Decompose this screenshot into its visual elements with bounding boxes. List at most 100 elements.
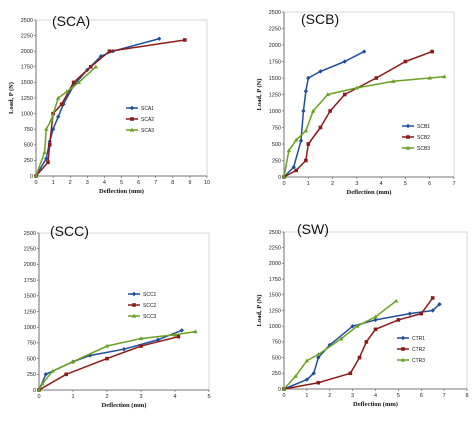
y-tick-label: 1500 (24, 294, 36, 300)
data-point (43, 372, 48, 377)
x-tick-label: 7 (154, 180, 157, 186)
y-tick-label: 1500 (269, 293, 281, 299)
data-point (44, 126, 49, 131)
data-point (304, 158, 308, 163)
legend-marker (131, 291, 137, 297)
y-tick-label: 1500 (269, 76, 281, 82)
legend-marker (406, 135, 410, 139)
legend-marker (129, 127, 135, 132)
x-tick-label: 7 (443, 393, 446, 399)
y-tick-label: 750 (24, 127, 33, 133)
x-tick-label: 1 (305, 393, 308, 399)
legend-entry: SCB3 (402, 145, 430, 152)
data-point (350, 324, 355, 329)
y-tick-label: 250 (272, 158, 281, 164)
data-point (46, 160, 50, 165)
data-point (40, 381, 45, 386)
data-point (316, 352, 321, 357)
series-line (38, 330, 196, 391)
y-tick-label: 1000 (21, 111, 33, 117)
legend-entry: SCA1 (126, 105, 154, 112)
series-scb1 (281, 49, 367, 180)
data-point (64, 89, 69, 94)
x-axis-label: Deflection (mm) (99, 188, 144, 195)
data-point (357, 355, 362, 360)
legend-label: SCB3 (417, 146, 430, 152)
y-tick-label: 2250 (269, 246, 281, 252)
y-tick-label: 2500 (21, 18, 33, 24)
data-point (139, 344, 143, 348)
y-tick-label: 1500 (21, 80, 33, 86)
data-point (76, 80, 81, 84)
legend-entry: CTR3 (397, 357, 425, 364)
data-point (138, 336, 144, 341)
data-point (64, 372, 68, 377)
x-tick-label: 5 (397, 393, 400, 399)
legend-label: CTR3 (412, 358, 425, 364)
legend-label: CTR2 (412, 347, 425, 353)
data-point (291, 164, 296, 170)
y-tick-label: 0 (30, 174, 33, 180)
y-tick-label: 1750 (21, 65, 33, 71)
legend-marker (405, 145, 411, 150)
y-tick-label: 2250 (21, 33, 33, 39)
x-tick-label: 7 (452, 181, 455, 187)
legend-label: SCB2 (417, 135, 430, 141)
data-point (442, 74, 447, 79)
y-tick-label: 1250 (21, 96, 33, 102)
x-tick-label: 0 (37, 394, 40, 400)
data-point (407, 311, 413, 316)
x-axis-label: Deflection (mm) (347, 189, 392, 196)
y-tick-label: 500 (272, 142, 281, 148)
series-scc1 (36, 328, 184, 393)
data-point (373, 314, 378, 319)
y-tick-label: 1000 (269, 109, 281, 115)
chart-panel-2: 0 250 500 750 1000 1250 1500 1750 2000 2250 2500 0 1… (256, 10, 456, 196)
series-line (283, 50, 433, 178)
x-tick-label: 2 (105, 394, 108, 400)
data-point (328, 109, 332, 113)
data-point (88, 65, 93, 69)
y-axis-label: Load, P (N) (256, 79, 263, 111)
legend-label: SCA3 (141, 128, 154, 134)
series-line (38, 335, 179, 391)
data-point (47, 143, 52, 147)
chart-panel-3: 0 250 500 750 1000 1250 1500 1750 2000 2250 2500 0 1… (24, 223, 211, 409)
data-point (286, 148, 292, 153)
data-point (338, 336, 344, 341)
legend-marker (132, 303, 136, 307)
x-axis-label: Deflection (mm) (353, 401, 398, 408)
legend-entry: SCC1 (128, 291, 157, 298)
data-point (104, 343, 110, 348)
series-line (283, 75, 445, 178)
y-tick-label: 500 (24, 143, 33, 149)
y-tick-label: 0 (278, 387, 281, 393)
plot-area (283, 11, 455, 178)
x-tick-label: 5 (120, 180, 123, 186)
series-scb3 (281, 74, 447, 179)
y-tick-label: 2500 (24, 231, 36, 237)
legend-entry: CTR1 (397, 335, 425, 342)
legend-label: SCC3 (143, 314, 157, 320)
y-tick-label: 1250 (269, 308, 281, 314)
chart-panel-4: 0 250 500 750 1000 1250 1500 1750 2000 2250 2500 0 1… (256, 221, 469, 408)
data-point (430, 296, 435, 300)
data-point (59, 102, 64, 107)
series-sca2 (34, 38, 187, 178)
x-tick-label: 1 (307, 181, 310, 187)
data-point (298, 138, 304, 143)
data-point (179, 328, 184, 333)
x-tick-label: 9 (188, 180, 191, 186)
series-line (35, 39, 185, 177)
data-point (293, 137, 299, 142)
series-scc3 (36, 329, 198, 392)
data-point (354, 85, 360, 90)
legend-label: SCC2 (143, 303, 157, 309)
x-tick-label: 5 (404, 181, 407, 187)
chart-panel-1: 0 250 500 750 1000 1250 1500 1750 2000 2250 2500 0 1… (8, 13, 210, 195)
legend-marker (129, 105, 135, 111)
series-ctr2 (282, 296, 435, 391)
data-point (355, 323, 360, 328)
data-point (306, 75, 311, 81)
